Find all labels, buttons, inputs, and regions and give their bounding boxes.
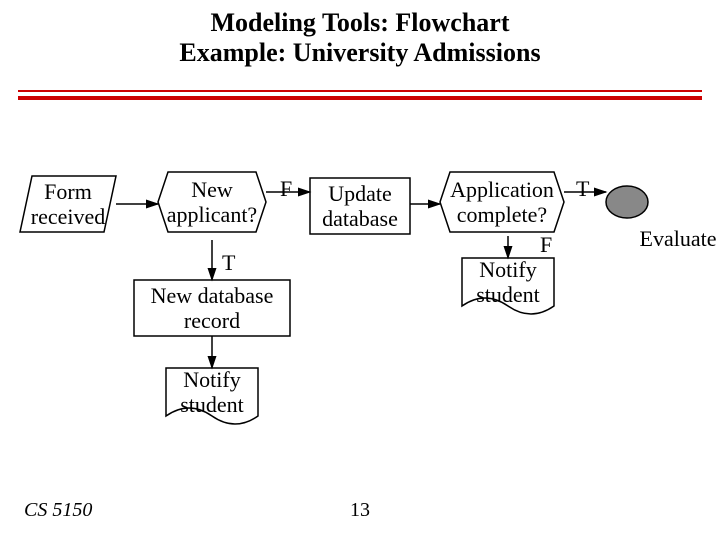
footer-page-number: 13 <box>0 499 720 522</box>
flow-label-notify1: Notify student <box>166 367 258 418</box>
flow-edge-label-5: F <box>540 232 552 257</box>
flow-label-new_app: New applicant? <box>158 177 266 228</box>
flow-label-app_complete: Application complete? <box>440 177 564 228</box>
flow-edge-label-1: F <box>280 176 292 201</box>
flow-edge-label-4: T <box>576 176 589 201</box>
flowchart-svg <box>0 0 720 540</box>
flow-label-notify2: Notify student <box>462 257 554 308</box>
flow-node-evaluate_stub <box>606 186 648 218</box>
flow-label-update_db: Update database <box>310 181 410 232</box>
flow-label-new_db_rec: New database record <box>134 283 290 334</box>
flow-edge-label-2: T <box>222 250 235 275</box>
flowchart-canvas: Form received New applicant? Update databa… <box>0 0 720 540</box>
flow-label-form: Form received <box>20 179 116 230</box>
flow-label-evaluate_lbl: Evaluate <box>636 226 720 251</box>
